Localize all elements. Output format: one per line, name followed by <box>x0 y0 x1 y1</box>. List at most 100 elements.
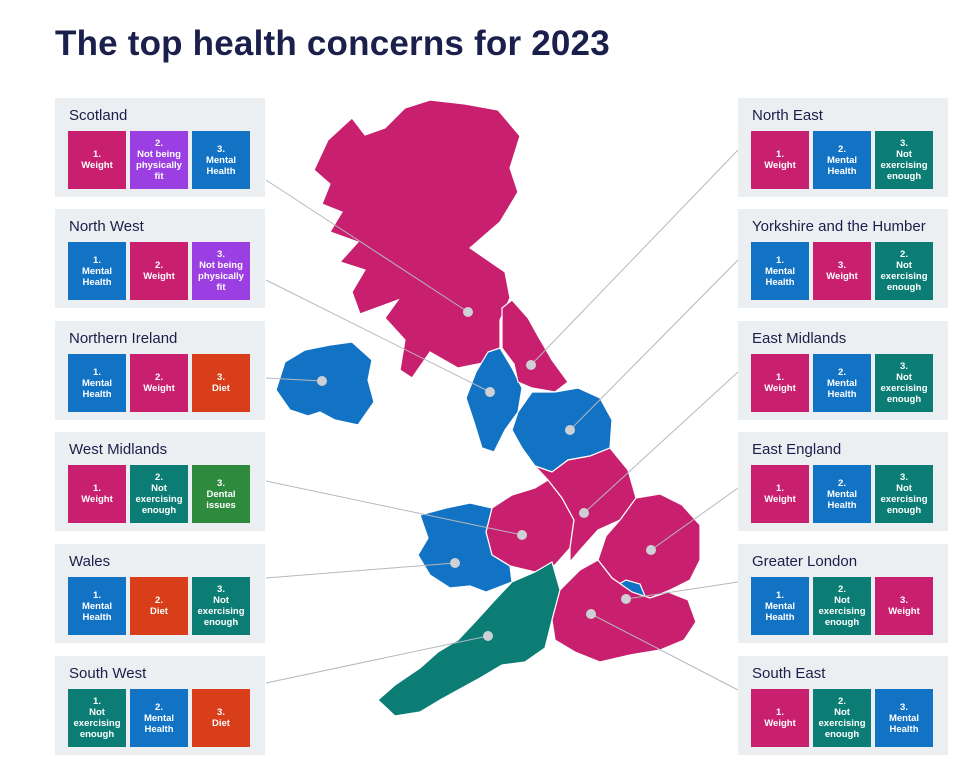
concern-tile: 3. Diet <box>192 354 250 412</box>
concern-rank: 2. <box>838 584 846 595</box>
concern-tile: 2. Mental Health <box>130 689 188 747</box>
concern-label: Mental Health <box>826 488 858 511</box>
concern-rank: 2. <box>155 372 163 383</box>
concern-rank: 1. <box>93 149 101 160</box>
region-name: Scotland <box>69 107 128 124</box>
concern-tiles: 1. Mental Health 2. Weight 3. Not being physi… <box>68 242 250 300</box>
concern-label: Mental Health <box>81 377 113 400</box>
concern-rank: 3. <box>217 143 225 155</box>
concern-tile: 3. Mental Health <box>192 131 250 189</box>
marker-dot-east-midlands <box>579 508 589 518</box>
region-name: East England <box>752 441 842 458</box>
concern-rank: 2. <box>838 477 846 489</box>
concern-tile: 2. Diet <box>130 577 188 635</box>
concern-tile: 1. Weight <box>68 131 126 189</box>
concern-label: Weight <box>81 160 113 171</box>
concern-rank: 2. <box>838 696 846 707</box>
concern-tiles: 1. Weight 2. Mental Health 3. Not exercising … <box>751 131 933 189</box>
concern-tile: 2. Mental Health <box>813 465 871 523</box>
concern-tiles: 1. Not exercising enough 2. Mental Health 3.… <box>68 689 250 747</box>
concern-label: Not exercising enough <box>880 260 928 293</box>
region-name: Yorkshire and the Humber <box>752 218 926 235</box>
concern-tile: 2. Not exercising enough <box>813 577 871 635</box>
concern-tile: 1. Not exercising enough <box>68 689 126 747</box>
concern-rank: 1. <box>776 589 784 601</box>
concern-label: Weight <box>764 718 796 729</box>
concern-label: Not being physically fit <box>136 149 182 182</box>
concern-label: Weight <box>143 271 175 282</box>
concern-tile: 3. Mental Health <box>875 689 933 747</box>
concern-rank: 1. <box>776 707 784 718</box>
concern-label: Mental Health <box>143 712 175 735</box>
concern-rank: 3. <box>217 707 225 718</box>
region-name: West Midlands <box>69 441 168 458</box>
leader-line-south-west <box>265 635 489 684</box>
concern-label: Mental Health <box>205 154 237 177</box>
concern-tile: 1. Mental Health <box>68 577 126 635</box>
concern-rank: 3. <box>838 260 846 271</box>
concern-label: Weight <box>764 494 796 505</box>
concern-tile: 1. Mental Health <box>68 354 126 412</box>
concern-tile: 3. Not exercising enough <box>875 465 933 523</box>
concern-rank: 3. <box>900 472 908 483</box>
map-region-east-midlands <box>534 447 637 564</box>
concern-tile: 2. Not exercising enough <box>875 242 933 300</box>
region-name: North East <box>752 107 823 124</box>
map-region-south-east <box>551 559 697 663</box>
concern-tile: 2. Not exercising enough <box>130 465 188 523</box>
concern-tile: 1. Weight <box>751 689 809 747</box>
concern-label: Weight <box>81 494 113 505</box>
concern-rank: 3. <box>900 701 908 713</box>
concern-tile: 1. Mental Health <box>751 242 809 300</box>
concern-tile: 1. Mental Health <box>68 242 126 300</box>
concern-tile: 2. Mental Health <box>813 131 871 189</box>
marker-dot-yorkshire <box>565 425 575 435</box>
region-name: Wales <box>69 553 111 570</box>
concern-rank: 3. <box>217 372 225 383</box>
concern-rank: 1. <box>93 254 101 266</box>
concern-tile: 1. Weight <box>751 354 809 412</box>
concern-rank: 1. <box>93 483 101 494</box>
concern-rank: 3. <box>900 361 908 372</box>
region-name: South West <box>69 665 147 682</box>
marker-dot-wales <box>450 558 460 568</box>
region-name: East Midlands <box>752 330 847 347</box>
region-card-northern-ireland: Northern Ireland 1. Mental Health 2. Weight 3… <box>55 321 265 420</box>
leader-line-west-midlands <box>265 480 523 536</box>
concern-rank: 2. <box>155 260 163 271</box>
concern-label: Diet <box>212 718 230 729</box>
concern-tile: 3. Weight <box>875 577 933 635</box>
concern-tile: 1. Weight <box>751 131 809 189</box>
concern-label: Not exercising enough <box>818 595 866 628</box>
concern-label: Not exercising enough <box>880 372 928 405</box>
concern-label: Not exercising enough <box>880 149 928 182</box>
leader-line-scotland <box>265 179 469 313</box>
concern-label: Dental issues <box>206 488 236 511</box>
region-card-wales: Wales 1. Mental Health 2. Diet 3. Not exercisi… <box>55 544 265 643</box>
leader-line-northern-ireland <box>265 377 323 382</box>
concern-rank: 1. <box>93 366 101 378</box>
concern-tiles: 1. Mental Health 2. Diet 3. Not exercising en… <box>68 577 250 635</box>
marker-dot-east-england <box>646 545 656 555</box>
concern-label: Weight <box>888 606 920 617</box>
leader-line-east-england <box>650 487 739 551</box>
leader-line-yorkshire <box>569 259 739 431</box>
concern-label: Not exercising enough <box>197 595 245 628</box>
concern-tile: 2. Not being physically fit <box>130 131 188 189</box>
region-card-south-east: South East 1. Weight 2. Not exercising enoug… <box>738 656 948 755</box>
concern-tile: 3. Not exercising enough <box>192 577 250 635</box>
concern-tile: 3. Not exercising enough <box>875 131 933 189</box>
concern-label: Weight <box>826 271 858 282</box>
marker-dot-scotland <box>463 307 473 317</box>
concern-rank: 3. <box>217 584 225 595</box>
concern-tile: 3. Diet <box>192 689 250 747</box>
concern-label: Mental Health <box>764 265 796 288</box>
concern-tiles: 1. Weight 2. Not being physically fit 3. Ment… <box>68 131 250 189</box>
concern-tile: 3. Not being physically fit <box>192 242 250 300</box>
concern-tile: 3. Dental issues <box>192 465 250 523</box>
region-card-south-west: South West 1. Not exercising enough 2. Menta… <box>55 656 265 755</box>
map-region-north-east <box>501 299 569 393</box>
concern-tiles: 1. Weight 2. Not exercising enough 3. Dental … <box>68 465 250 523</box>
concern-rank: 2. <box>155 701 163 713</box>
